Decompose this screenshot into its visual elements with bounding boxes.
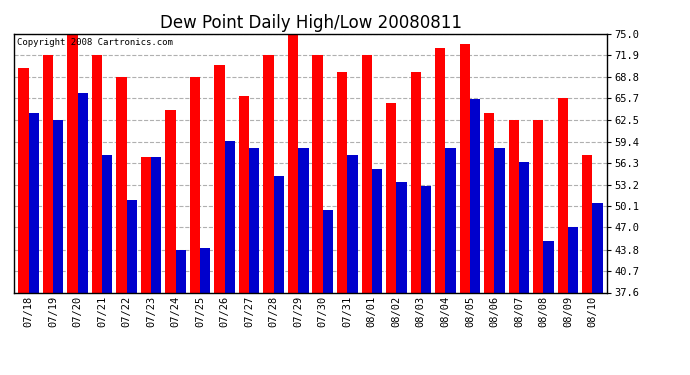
Bar — [264, 54, 274, 375]
Bar — [544, 241, 554, 375]
Bar — [519, 162, 529, 375]
Bar — [102, 155, 112, 375]
Bar — [558, 98, 568, 375]
Bar — [225, 141, 235, 375]
Bar — [176, 250, 186, 375]
Bar — [470, 99, 480, 375]
Bar — [249, 148, 259, 375]
Bar — [495, 148, 504, 375]
Bar — [200, 248, 210, 375]
Bar — [151, 157, 161, 375]
Bar — [509, 120, 519, 375]
Bar — [362, 55, 372, 375]
Bar — [215, 65, 225, 375]
Bar — [533, 120, 544, 375]
Bar — [484, 113, 495, 375]
Bar — [288, 34, 298, 375]
Bar — [347, 155, 357, 375]
Bar — [386, 103, 396, 375]
Bar — [53, 120, 63, 375]
Bar — [28, 113, 39, 375]
Bar — [117, 76, 126, 375]
Bar — [239, 96, 249, 375]
Bar — [460, 44, 470, 375]
Text: Copyright 2008 Cartronics.com: Copyright 2008 Cartronics.com — [17, 38, 172, 46]
Bar — [298, 148, 308, 375]
Bar — [435, 48, 445, 375]
Bar — [92, 55, 102, 375]
Bar — [18, 68, 28, 375]
Title: Dew Point Daily High/Low 20080811: Dew Point Daily High/Low 20080811 — [159, 14, 462, 32]
Bar — [593, 203, 603, 375]
Bar — [372, 169, 382, 375]
Bar — [67, 34, 77, 375]
Bar — [337, 72, 347, 375]
Bar — [313, 54, 323, 375]
Bar — [582, 155, 593, 375]
Bar — [445, 148, 455, 375]
Bar — [77, 93, 88, 375]
Bar — [126, 200, 137, 375]
Bar — [396, 183, 406, 375]
Bar — [411, 72, 421, 375]
Bar — [190, 76, 200, 375]
Bar — [323, 210, 333, 375]
Bar — [421, 186, 431, 375]
Bar — [568, 228, 578, 375]
Bar — [166, 110, 176, 375]
Bar — [43, 55, 53, 375]
Bar — [141, 157, 151, 375]
Bar — [274, 176, 284, 375]
